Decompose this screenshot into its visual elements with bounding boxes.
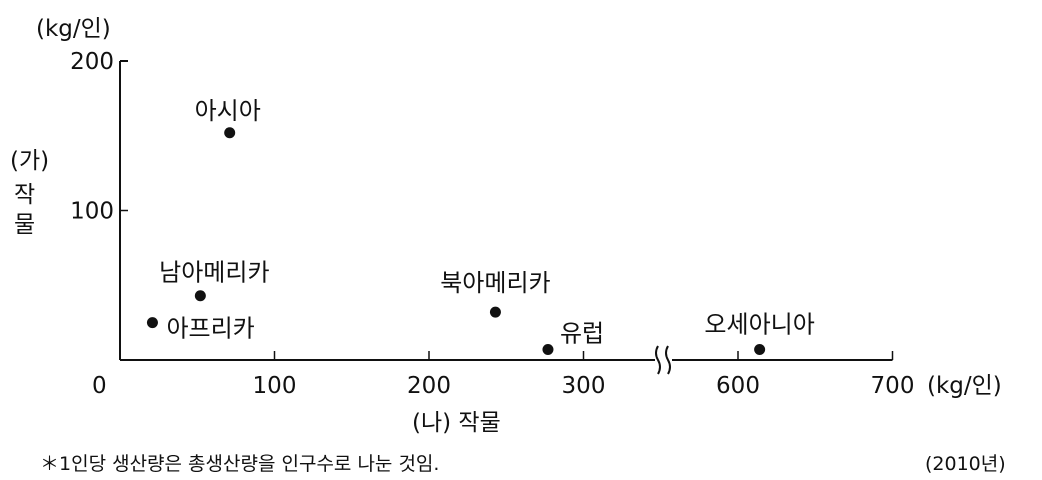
data-point-label: 오세아니아 [704, 311, 814, 339]
y-axis-label-1: (가) [10, 148, 49, 174]
data-point [224, 127, 236, 139]
x-axis-label: (나) 작물 [412, 410, 501, 436]
data-point-label: 아시아 [195, 97, 261, 125]
data-point [754, 344, 766, 356]
y-tick-label: 100 [70, 199, 114, 225]
year-note: (2010년) [925, 453, 1006, 475]
x-tick-label: 300 [562, 373, 606, 399]
data-point-label: 아프리카 [166, 315, 254, 343]
footnote: ＊1인당 생산량은 총생산량을 인구수로 나눈 것임. [40, 453, 439, 475]
x-tick-label-0: 0 [92, 373, 107, 399]
x-tick-label: 100 [253, 373, 297, 399]
data-point-label: 유럽 [560, 320, 604, 348]
data-point-label: 남아메리카 [159, 259, 269, 287]
data-point-label: 북아메리카 [440, 269, 550, 297]
x-tick-label: 200 [407, 373, 451, 399]
y-axis-label-2: 작 [14, 182, 35, 208]
axis-break-mark [665, 345, 671, 375]
data-point [489, 306, 501, 318]
y-tick-label: 200 [70, 49, 114, 75]
data-point [194, 290, 206, 302]
axis-break-mark [655, 345, 661, 375]
x-tick-label: 600 [716, 373, 760, 399]
x-tick-label: 700 [871, 373, 915, 399]
data-point [542, 344, 554, 356]
data-point [146, 317, 158, 329]
x-axis-unit: (kg/인) [927, 373, 1002, 399]
y-axis-unit: (kg/인) [36, 16, 111, 42]
y-axis-label-3: 물 [14, 212, 35, 238]
